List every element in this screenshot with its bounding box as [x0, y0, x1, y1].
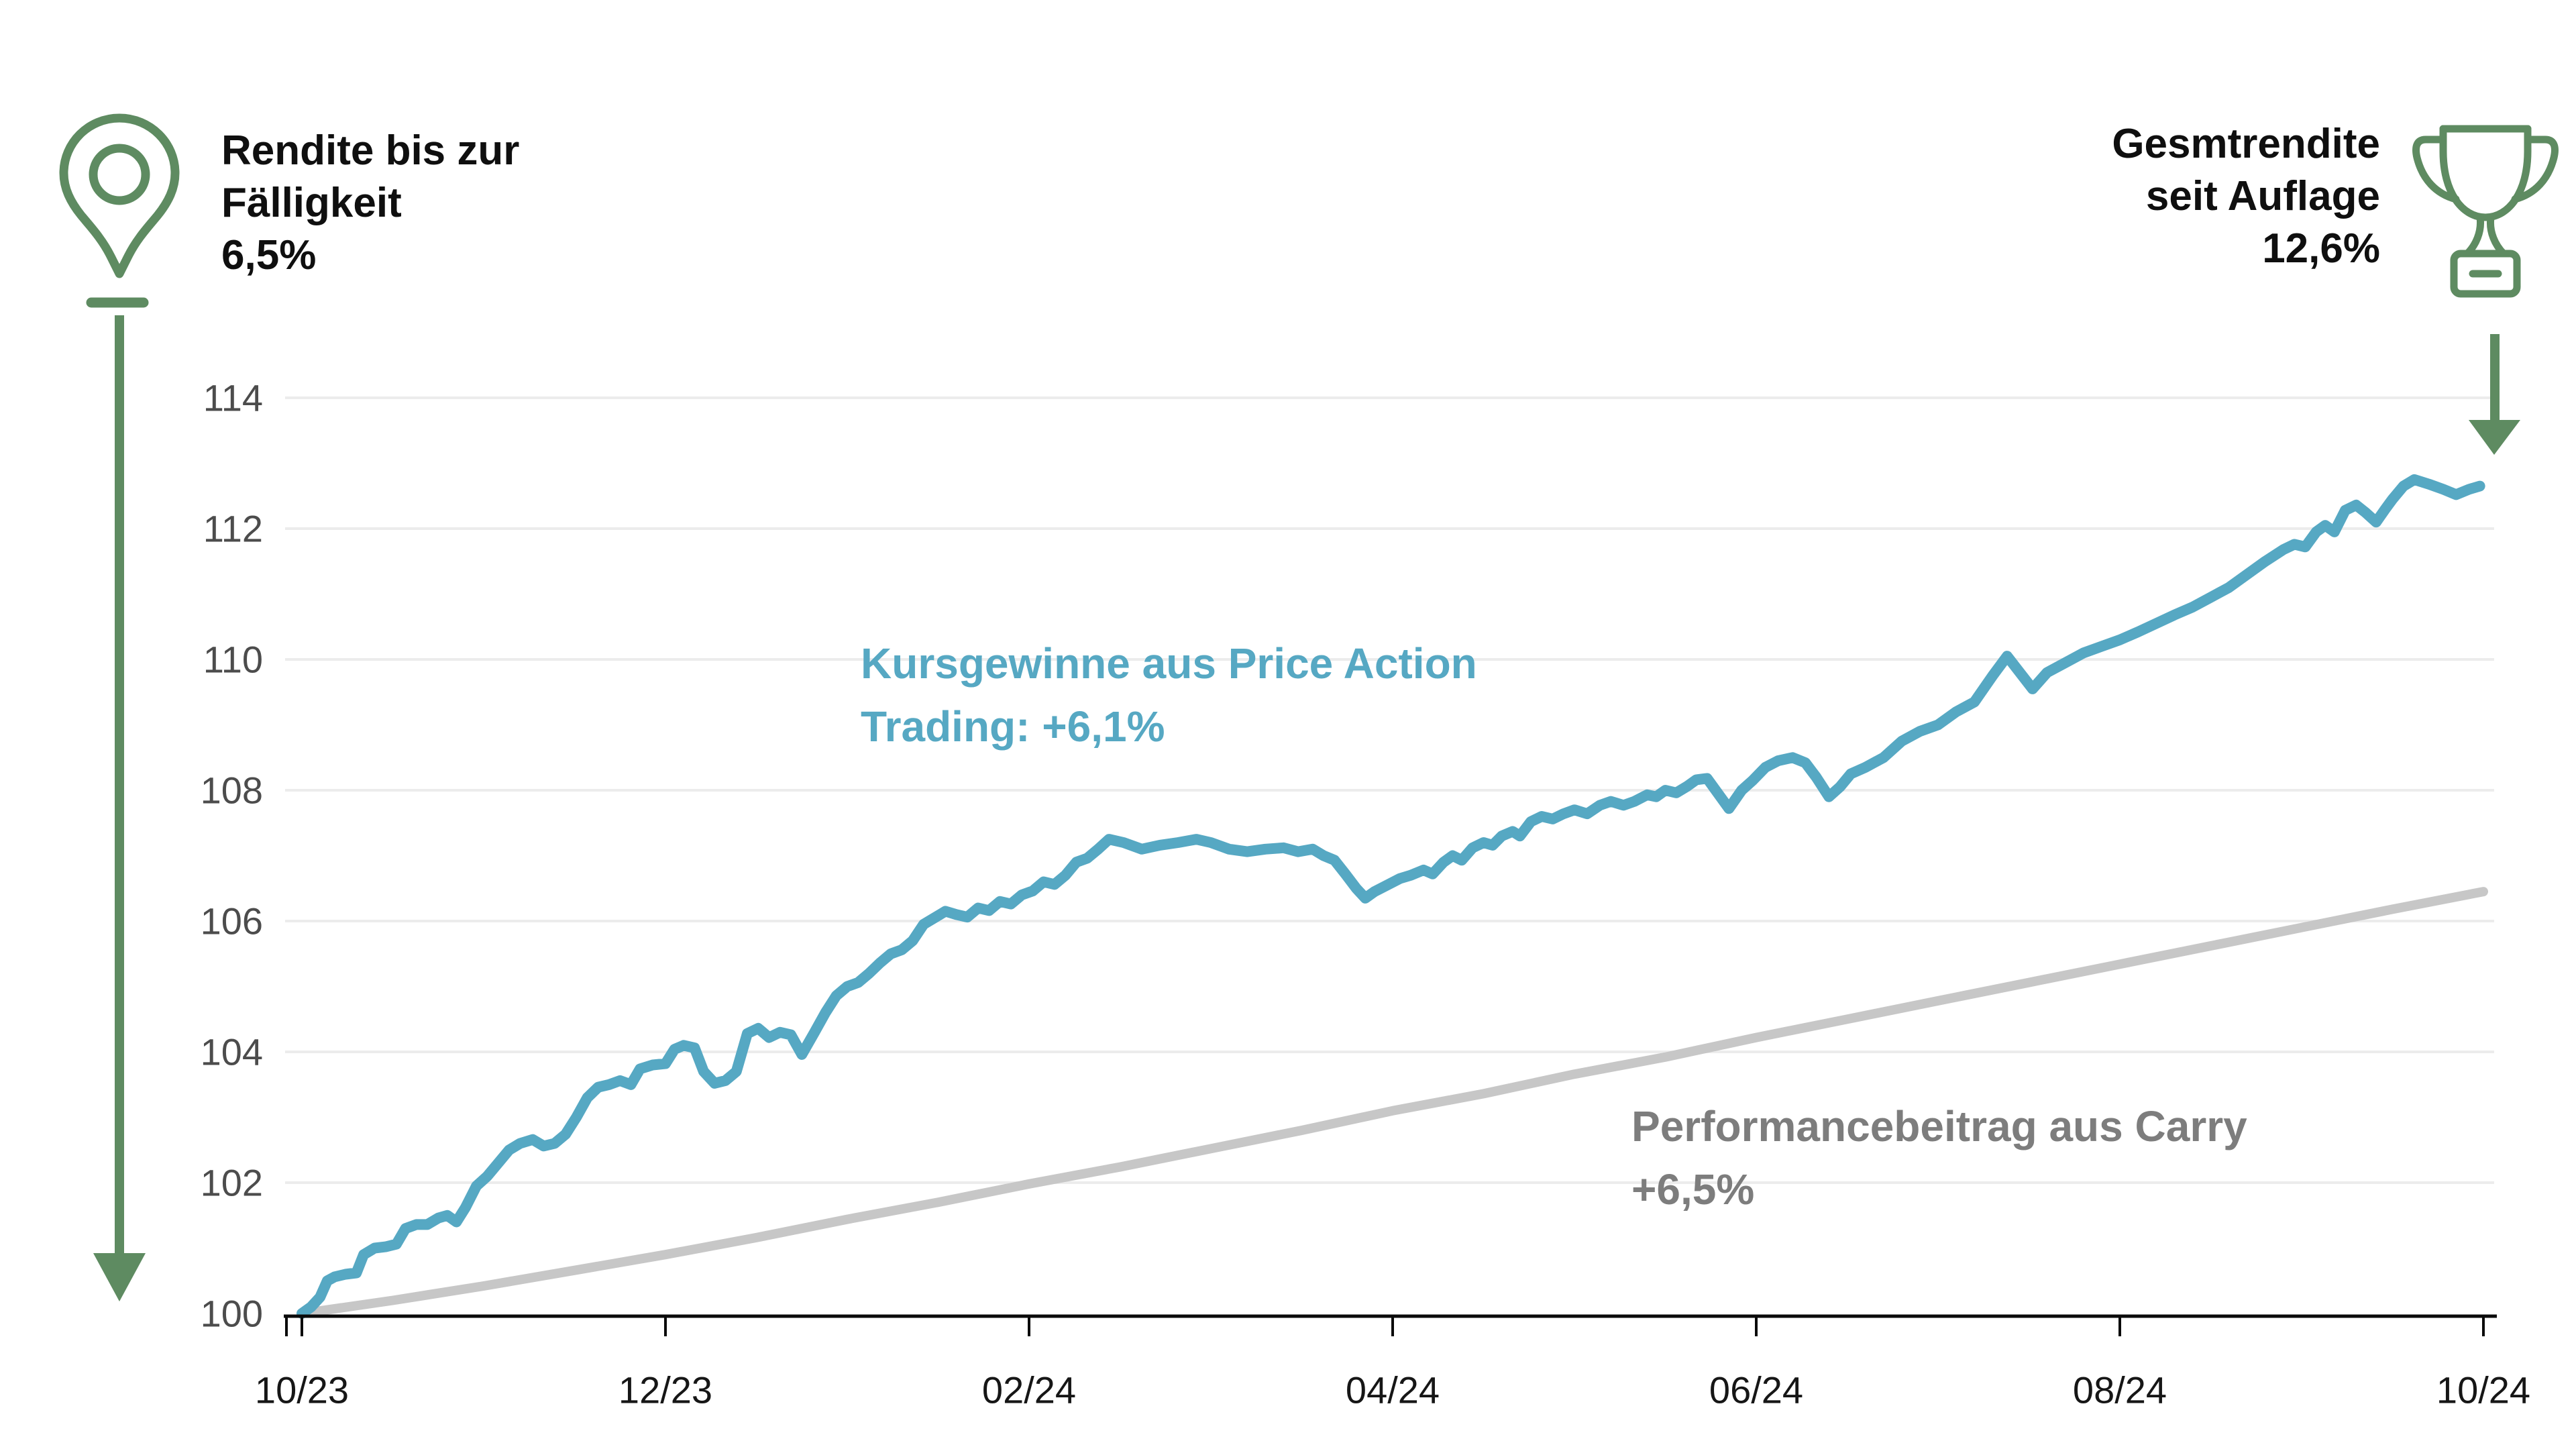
down-arrow-right [2469, 334, 2520, 455]
x-axis [284, 1314, 2497, 1336]
x-tick-label: 10/23 [255, 1369, 349, 1411]
annotation-line: 12,6% [2262, 225, 2380, 272]
x-tick-label: 02/24 [982, 1369, 1076, 1411]
x-tick-label: 04/24 [1346, 1369, 1440, 1411]
series-label-price-action: Kursgewinne aus Price Action Trading: +6… [861, 632, 1477, 758]
carry-line [297, 887, 2488, 1318]
series-label-line: Trading: +6,1% [861, 702, 1165, 751]
series-label-line: Performancebeitrag aus Carry [1631, 1102, 2247, 1150]
trophy-icon [2412, 125, 2559, 298]
y-tick-label: 114 [203, 377, 263, 419]
annotation-line: 6,5% [221, 232, 317, 278]
annotation-line: Rendite bis zur [221, 127, 520, 174]
annotation-total-return: Gesmtrendite seit Auflage 12,6% [2112, 118, 2380, 275]
y-tick-label: 106 [201, 900, 263, 943]
x-tick-label: 12/23 [619, 1369, 712, 1411]
y-tick-label: 104 [201, 1031, 263, 1073]
series-label-line: +6,5% [1631, 1165, 1755, 1214]
tick-labels: 100 102 104 106 108 110 112 114 10/23 12/23 02/24 0… [201, 377, 2531, 1411]
y-tick-label: 108 [201, 769, 263, 812]
series-label-line: Kursgewinne aus Price Action [861, 639, 1477, 688]
x-tick-label: 08/24 [2073, 1369, 2167, 1411]
series-lines [297, 474, 2488, 1319]
down-arrow-left [93, 315, 146, 1301]
series-label-carry: Performancebeitrag aus Carry +6,5% [1631, 1095, 2247, 1221]
gridlines [285, 396, 2494, 1184]
annotation-line: Fälligkeit [221, 180, 402, 226]
x-tick-label: 10/24 [2436, 1369, 2530, 1411]
annotation-line: seit Auflage [2145, 173, 2380, 219]
y-tick-label: 102 [201, 1162, 263, 1204]
x-tick-label: 06/24 [1709, 1369, 1803, 1411]
annotation-line: Gesmtrendite [2112, 121, 2380, 167]
performance-line [297, 474, 2485, 1319]
y-tick-label: 112 [203, 508, 263, 550]
map-pin-icon [59, 113, 180, 308]
annotation-yield-to-maturity: Rendite bis zur Fälligkeit 6,5% [221, 125, 519, 282]
y-tick-label: 100 [201, 1293, 263, 1335]
y-tick-label: 110 [203, 639, 263, 681]
